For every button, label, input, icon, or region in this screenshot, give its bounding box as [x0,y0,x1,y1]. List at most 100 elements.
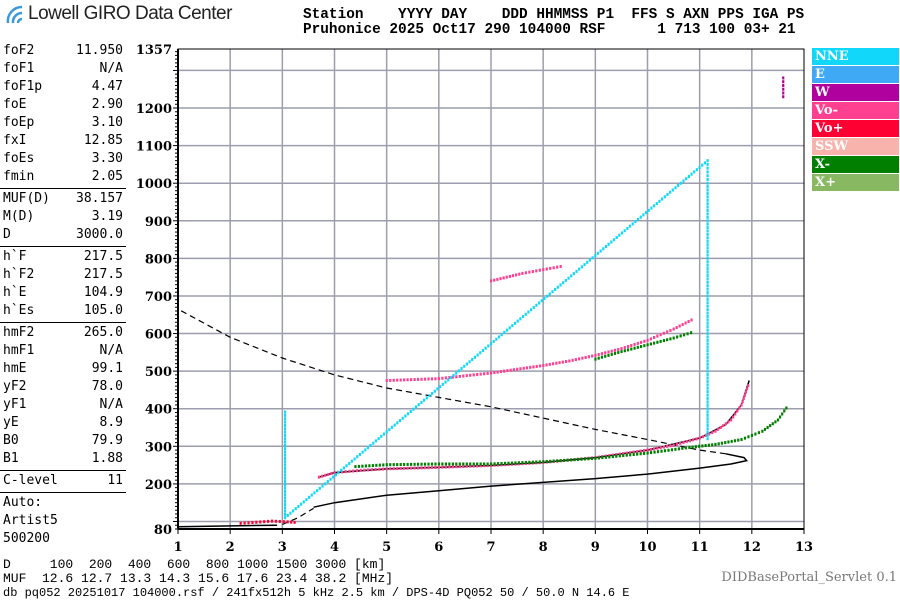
echo-point [390,425,394,429]
x-tick-label: 11 [691,540,709,555]
echo-point [706,159,709,163]
echo-point [406,412,410,416]
echo-point [706,232,709,236]
echo-point [263,520,266,524]
echo-point [423,398,426,402]
echo-point [382,432,386,436]
echo-point [535,460,538,464]
echo-point [740,403,743,407]
param-name: h`F2 [3,267,35,282]
echo-point [515,273,518,277]
echo-point [563,458,566,462]
echo-point [576,457,580,461]
echo-point [320,474,324,478]
echo-point [350,459,354,463]
echo-point [489,342,493,346]
echo-point [283,450,287,454]
echo-point [632,452,635,456]
echo-point [451,375,454,379]
echo-point [672,443,675,447]
echo-point [600,355,604,359]
echo-point [706,314,709,318]
echo-point [599,249,602,253]
echo-point [591,256,594,260]
param-name: h`F [3,249,27,264]
echo-point [512,368,516,372]
echo-point [499,277,502,281]
echo-point [396,378,399,382]
echo-point [382,463,385,467]
echo-point [704,444,707,448]
echo-point [348,461,351,465]
echo-point [706,284,709,288]
echo-point [344,470,347,474]
echo-point [620,350,623,354]
legend-x-minusplus: X+ [812,174,899,191]
echo-point [330,472,333,476]
echo-point [578,267,581,271]
echo-point [706,243,709,247]
echo-point [706,379,709,383]
echo-point [337,471,340,475]
echo-point [633,342,636,346]
y-tick-label: 1200 [136,102,172,117]
echo-point [278,519,281,523]
echo-point [639,449,642,453]
echo-point [283,470,287,474]
echo-point [389,463,392,467]
echo-point [567,276,570,280]
echo-point [283,457,287,461]
echo-point [506,369,509,373]
echo-point [733,439,737,443]
echo-point [656,446,659,450]
echo-point [706,338,709,342]
echo-point [313,491,316,495]
x-tick-label: 1 [173,540,182,555]
echo-point [706,376,709,380]
echo-point [428,394,431,398]
echo-point [682,441,685,445]
echo-point [644,211,648,215]
echo-point [613,348,617,352]
echo-point [283,427,287,431]
param-row: foF1p 4.47 [0,78,126,96]
distance-row: D 100 200 400 600 800 1000 1500 3000 [km… [3,557,386,572]
echo-point [612,238,616,242]
echo-point [706,212,709,216]
echo-point [720,441,724,445]
echo-point [283,512,287,516]
echo-point [706,321,709,325]
param-value: 1.88 [91,451,123,466]
echo-point [706,260,709,264]
echo-point [706,311,709,315]
param-name: hmF1 [3,343,35,358]
echo-point [590,457,594,461]
param-value: 38.157 [76,191,123,206]
echo-point [423,462,427,466]
echo-point [706,170,709,174]
echo-point [618,452,621,456]
echo-point [689,331,693,335]
echo-point [507,461,510,465]
echo-point [479,464,482,468]
echo-point [476,462,479,466]
separator [0,322,126,323]
echo-point [646,451,649,455]
echo-point [483,462,486,466]
param-row: h`F 217.5 [0,248,126,266]
echo-point [385,379,388,383]
echo-point [701,163,704,167]
echo-point [535,303,538,307]
echo-point [353,457,356,461]
echo-point [706,325,709,329]
echo-point [448,376,451,380]
echo-point [434,465,437,469]
echo-point [266,519,270,523]
echo-point [551,362,555,366]
echo-point [706,420,709,424]
echo-point [486,462,489,466]
echo-point [283,437,287,441]
echo-point [695,168,698,172]
echo-point [594,254,597,258]
echo-point [368,464,371,468]
